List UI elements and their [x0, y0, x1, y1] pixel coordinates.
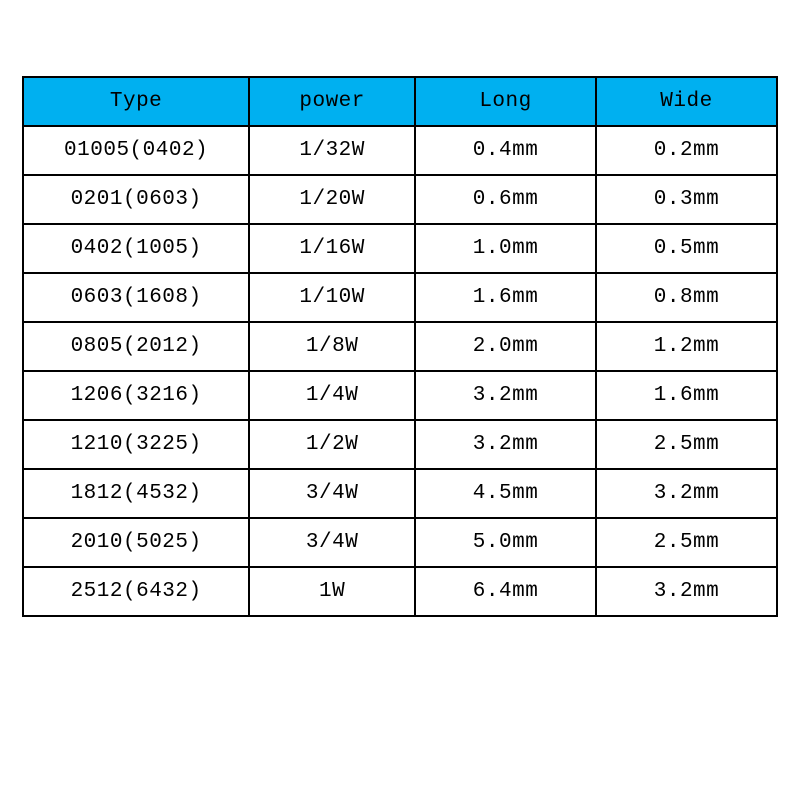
cell-power: 1/4W [249, 371, 415, 420]
cell-long: 0.4mm [415, 126, 596, 175]
table-row: 2512(6432) 1W 6.4mm 3.2mm [23, 567, 777, 616]
table-row: 01005(0402) 1/32W 0.4mm 0.2mm [23, 126, 777, 175]
cell-type: 1210(3225) [23, 420, 249, 469]
cell-wide: 0.8mm [596, 273, 777, 322]
cell-wide: 0.5mm [596, 224, 777, 273]
cell-type: 1206(3216) [23, 371, 249, 420]
cell-wide: 2.5mm [596, 420, 777, 469]
table-row: 1206(3216) 1/4W 3.2mm 1.6mm [23, 371, 777, 420]
cell-long: 5.0mm [415, 518, 596, 567]
cell-long: 0.6mm [415, 175, 596, 224]
cell-power: 1/10W [249, 273, 415, 322]
table-container: Type power Long Wide 01005(0402) 1/32W 0… [0, 0, 800, 617]
cell-power: 1/16W [249, 224, 415, 273]
table-row: 0201(0603) 1/20W 0.6mm 0.3mm [23, 175, 777, 224]
cell-wide: 3.2mm [596, 469, 777, 518]
cell-long: 1.6mm [415, 273, 596, 322]
cell-long: 2.0mm [415, 322, 596, 371]
table-row: 0603(1608) 1/10W 1.6mm 0.8mm [23, 273, 777, 322]
cell-wide: 2.5mm [596, 518, 777, 567]
cell-type: 0805(2012) [23, 322, 249, 371]
cell-long: 4.5mm [415, 469, 596, 518]
cell-wide: 0.2mm [596, 126, 777, 175]
table-body: 01005(0402) 1/32W 0.4mm 0.2mm 0201(0603)… [23, 126, 777, 616]
spec-table: Type power Long Wide 01005(0402) 1/32W 0… [22, 76, 778, 617]
cell-type: 1812(4532) [23, 469, 249, 518]
cell-long: 6.4mm [415, 567, 596, 616]
cell-type: 2010(5025) [23, 518, 249, 567]
cell-type: 0201(0603) [23, 175, 249, 224]
col-header-power: power [249, 77, 415, 126]
cell-power: 1/20W [249, 175, 415, 224]
cell-type: 01005(0402) [23, 126, 249, 175]
cell-wide: 3.2mm [596, 567, 777, 616]
cell-wide: 1.2mm [596, 322, 777, 371]
cell-power: 3/4W [249, 469, 415, 518]
cell-wide: 0.3mm [596, 175, 777, 224]
table-row: 1210(3225) 1/2W 3.2mm 2.5mm [23, 420, 777, 469]
col-header-long: Long [415, 77, 596, 126]
col-header-wide: Wide [596, 77, 777, 126]
table-header-row: Type power Long Wide [23, 77, 777, 126]
cell-power: 1W [249, 567, 415, 616]
cell-power: 1/32W [249, 126, 415, 175]
cell-type: 0603(1608) [23, 273, 249, 322]
table-row: 1812(4532) 3/4W 4.5mm 3.2mm [23, 469, 777, 518]
cell-power: 3/4W [249, 518, 415, 567]
cell-long: 3.2mm [415, 420, 596, 469]
col-header-type: Type [23, 77, 249, 126]
cell-power: 1/8W [249, 322, 415, 371]
table-row: 2010(5025) 3/4W 5.0mm 2.5mm [23, 518, 777, 567]
cell-long: 1.0mm [415, 224, 596, 273]
table-row: 0402(1005) 1/16W 1.0mm 0.5mm [23, 224, 777, 273]
cell-type: 2512(6432) [23, 567, 249, 616]
cell-type: 0402(1005) [23, 224, 249, 273]
cell-power: 1/2W [249, 420, 415, 469]
table-row: 0805(2012) 1/8W 2.0mm 1.2mm [23, 322, 777, 371]
cell-long: 3.2mm [415, 371, 596, 420]
cell-wide: 1.6mm [596, 371, 777, 420]
